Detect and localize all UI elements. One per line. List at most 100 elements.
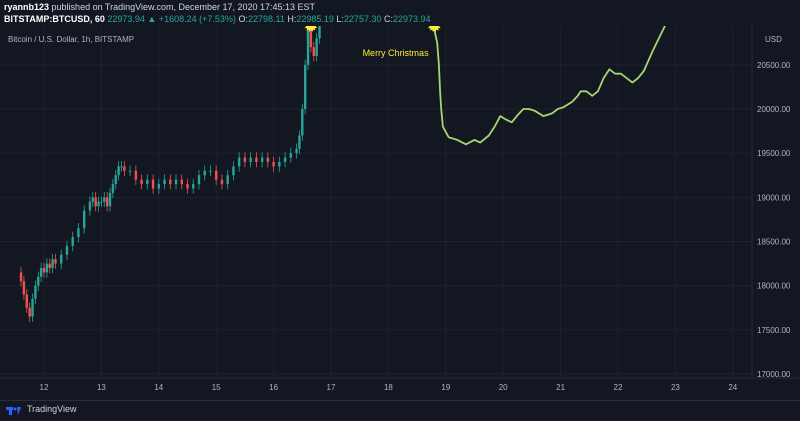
- candle: [278, 162, 281, 167]
- last-price: 22973.94: [107, 14, 145, 24]
- candle: [272, 162, 275, 167]
- candle: [303, 64, 307, 110]
- x-tick-label: 19: [441, 383, 450, 392]
- candle: [25, 294, 28, 308]
- candle: [91, 197, 94, 202]
- candle: [123, 166, 126, 171]
- candle: [255, 157, 258, 163]
- x-tick-label: 22: [614, 383, 623, 392]
- candle: [232, 166, 235, 176]
- candle: [180, 179, 183, 185]
- symbol-label[interactable]: BITSTAMP:BTCUSD, 60: [4, 14, 105, 24]
- high-value: 22985.19: [296, 14, 334, 24]
- candle: [114, 175, 117, 185]
- x-tick-label: 17: [327, 383, 336, 392]
- high-label: H:: [287, 14, 297, 24]
- annotation-text: Merry Christmas: [363, 48, 430, 58]
- ohlc-line: BITSTAMP:BTCUSD, 60 22973.94 ▲ +1608.24 …: [4, 14, 431, 24]
- price-chart[interactable]: 17000.00 17500.00 18000.00 18500.00 19000.00…: [0, 26, 800, 400]
- projection-line: [432, 26, 666, 146]
- x-tick-label: 15: [212, 383, 221, 392]
- candle: [65, 245, 69, 255]
- candle: [215, 170, 218, 180]
- candle: [111, 184, 115, 193]
- y-tick-label: 20500.00: [757, 61, 791, 70]
- candle: [157, 184, 160, 189]
- candle: [169, 179, 172, 185]
- candle: [203, 170, 206, 176]
- candle: [174, 179, 178, 185]
- candle: [97, 201, 100, 207]
- yellow-marker: [428, 26, 441, 32]
- candle: [105, 197, 109, 207]
- yellow-marker: [304, 26, 318, 32]
- candle: [37, 276, 40, 286]
- candle: [48, 263, 51, 269]
- candle: [298, 135, 301, 149]
- x-tick-label: 16: [269, 383, 278, 392]
- candle: [315, 38, 318, 57]
- candle: [226, 175, 229, 185]
- close-value: 22973.94: [392, 14, 431, 24]
- candle: [243, 157, 247, 163]
- candle: [306, 29, 310, 65]
- plot-area[interactable]: [0, 26, 752, 378]
- y-tick-label: 18500.00: [757, 238, 791, 247]
- candle: [163, 179, 166, 185]
- candle: [51, 259, 54, 269]
- candle: [266, 157, 270, 163]
- y-tick-label: 19000.00: [757, 193, 791, 202]
- x-tick-label: 24: [728, 383, 737, 392]
- candle: [94, 197, 97, 207]
- y-tick-label: 20000.00: [757, 105, 791, 114]
- y-tick-label: 18000.00: [757, 282, 791, 291]
- chart-title: Bitcoin / U.S. Dollar, 1h, BITSTAMP: [8, 35, 134, 44]
- candle: [22, 281, 26, 295]
- candle: [103, 197, 106, 202]
- candle: [260, 157, 264, 163]
- candle: [301, 109, 304, 136]
- publish-line: ryannb123 published on TradingView.com, …: [4, 2, 315, 12]
- candle: [134, 170, 138, 180]
- candle: [54, 259, 57, 264]
- candle: [19, 272, 23, 282]
- candle: [100, 201, 103, 203]
- candle: [82, 210, 86, 229]
- up-arrow-icon: ▲: [147, 14, 157, 24]
- candle: [34, 285, 37, 299]
- candle: [192, 184, 195, 189]
- y-tick-label: 19500.00: [757, 149, 791, 158]
- candle: [312, 47, 315, 57]
- currency-box[interactable]: [760, 34, 786, 45]
- close-label: C:: [383, 14, 393, 24]
- currency-label: USD: [765, 35, 782, 44]
- candle: [186, 184, 189, 189]
- tradingview-logo-icon: [6, 406, 21, 415]
- brand-label: TradingView: [27, 404, 77, 414]
- candle: [283, 157, 287, 163]
- x-tick-label: 14: [154, 383, 163, 392]
- open-label: O:: [238, 14, 248, 24]
- y-tick-label: 17500.00: [757, 326, 791, 335]
- x-tick-label: 18: [384, 383, 393, 392]
- low-value: 22757.30: [343, 14, 382, 24]
- publish-info: published on TradingView.com, December 1…: [51, 2, 316, 12]
- y-tick-label: 17000.00: [757, 370, 791, 379]
- x-tick-label: 23: [671, 383, 680, 392]
- candle: [249, 157, 252, 163]
- candle: [140, 179, 143, 185]
- candle: [60, 254, 63, 264]
- candle: [220, 179, 224, 185]
- candle: [42, 268, 46, 273]
- author-name[interactable]: ryannb123: [4, 2, 50, 12]
- x-tick-label: 12: [40, 383, 49, 392]
- candle: [146, 179, 149, 185]
- x-tick-label: 20: [499, 383, 508, 392]
- candle: [295, 148, 298, 154]
- candle: [128, 170, 132, 172]
- candle: [117, 166, 120, 176]
- footer-bar: TradingView: [0, 400, 800, 421]
- candle: [120, 166, 123, 168]
- candle: [88, 201, 92, 211]
- brand[interactable]: TradingView: [6, 404, 77, 415]
